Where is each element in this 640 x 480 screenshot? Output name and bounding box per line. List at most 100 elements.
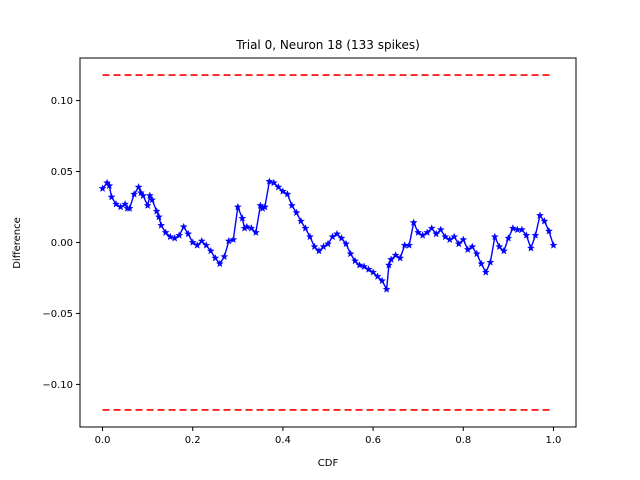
y-tick-label: −0.05 [42,309,73,320]
data-point-star [481,268,490,276]
y-tick-label: 0.10 [51,96,73,107]
data-point-star [490,232,499,241]
data-point-star [301,224,310,232]
data-point-star [369,268,378,276]
data-point-star [148,195,157,204]
data-point-star [391,251,400,259]
data-point-star [265,177,274,185]
data-point-star [486,258,495,266]
data-point-star [166,232,175,241]
data-point-star [130,190,139,198]
data-point-star [459,235,468,244]
x-tick-label: 0.4 [275,435,291,446]
data-point-star [310,242,319,251]
x-tick-label: 0.8 [455,435,471,446]
data-point-star [387,255,396,263]
y-tick-label: 0.05 [51,167,73,178]
data-point-star [105,181,114,190]
data-point-star [472,249,481,258]
x-tick-label: 0.2 [185,435,201,446]
data-point-star [373,272,382,280]
data-point-star [535,211,544,219]
data-point-star [384,261,393,269]
data-point-star [504,234,513,242]
data-point-star [427,224,436,232]
data-point-star [396,253,405,262]
y-axis: 0.10 0.05 0.00 −0.05 −0.10 [42,96,80,391]
data-point-star [193,241,202,249]
data-point-star [143,201,152,209]
data-point-star [157,221,166,229]
x-tick-label: 0.6 [365,435,381,446]
data-point-star [432,229,441,238]
data-point-star [355,261,364,269]
data-point-star [477,259,486,268]
data-point-star [526,244,535,252]
y-axis-label: Difference [12,217,23,269]
data-point-star [324,239,332,248]
data-point-star [98,184,107,192]
data-point-star [145,191,154,200]
x-tick-label: 1.0 [546,435,562,446]
x-tick-label: 0.0 [95,435,111,446]
data-point-star [121,200,130,208]
data-point-star [296,217,305,225]
data-point-star [175,231,184,239]
data-point-star [287,201,296,209]
data-point-star [450,232,459,241]
data-point-star [107,192,116,201]
data-point-star [454,239,463,248]
reference-lines [102,74,554,411]
data-point-star [152,207,161,215]
y-tick-label: 0.00 [51,238,73,249]
data-point-star [441,232,450,241]
data-point-star [211,253,220,262]
data-point-star [202,241,211,249]
data-point-star [260,202,269,211]
data-point-star [220,252,229,261]
data-point-star [112,200,121,208]
data-point-star [161,228,170,236]
series-layer [98,177,558,293]
data-point-star [360,262,369,271]
data-point-star [405,241,414,249]
data-point-star [468,242,477,251]
data-point-star [414,228,423,236]
data-point-star [233,202,242,211]
data-point-star [247,224,256,232]
data-point-star [134,182,143,191]
data-point-star [531,231,540,239]
data-point-star [544,226,553,235]
data-point-star [269,178,278,187]
data-point-star [382,285,391,293]
data-point-star [206,246,215,255]
data-point-star [351,256,360,265]
data-point-star [125,204,134,212]
data-point-star [549,241,558,249]
data-point-star [283,190,292,198]
data-point-star [139,191,148,200]
data-point-star [278,187,287,195]
data-point-star [522,231,531,239]
data-point-star [342,239,351,248]
data-point-star [540,217,549,225]
data-point-star [364,265,373,273]
data-point-star [251,228,260,236]
data-point-star [409,218,418,227]
data-point-star [229,235,238,244]
data-point-star [378,276,387,285]
data-point-star [333,229,341,238]
data-point-star [346,249,355,258]
data-point-star [337,234,346,242]
data-point-star [242,222,251,231]
data-point-star [215,259,224,268]
data-point-star [315,246,323,255]
data-point-star [508,224,517,232]
data-point-star [495,242,504,251]
data-point-star [154,212,163,221]
y-tick-label: −0.10 [42,380,73,391]
data-point-star [197,236,206,245]
data-point-star [517,225,526,234]
